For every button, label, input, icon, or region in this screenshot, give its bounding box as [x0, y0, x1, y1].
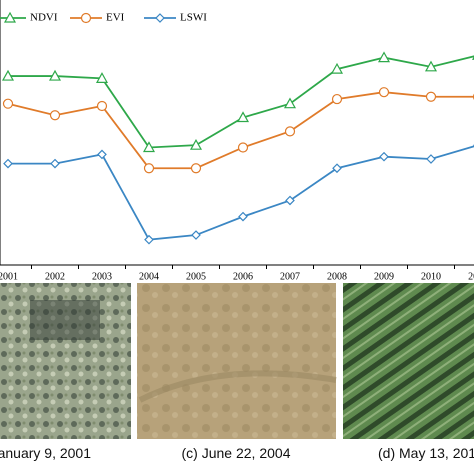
marker — [377, 51, 391, 63]
marker — [379, 151, 389, 162]
x-tick-label: 2010 — [421, 271, 441, 282]
marker — [3, 11, 17, 23]
marker — [285, 195, 295, 206]
x-tick-label: 2006 — [233, 271, 253, 282]
x-tick-label: 2007 — [280, 271, 300, 282]
photo-panels — [0, 283, 474, 439]
legend-label: NDVI — [30, 12, 58, 24]
marker — [236, 111, 250, 123]
caption: (d) May 13, 2011 — [378, 445, 474, 461]
marker — [50, 158, 60, 169]
line-chart: 2001 2002 2003 2004 2005 2006 2007 2008 2009 2010… — [0, 0, 474, 282]
marker — [96, 100, 108, 112]
marker — [97, 149, 107, 160]
marker — [378, 87, 390, 98]
marker — [331, 93, 343, 105]
x-tick-label: 2008 — [327, 271, 347, 282]
marker — [189, 138, 203, 150]
marker — [237, 142, 249, 153]
x-tick-label: 2001 — [0, 271, 18, 282]
x-tick-label: 2011 — [468, 271, 474, 282]
photo-shadow — [30, 300, 100, 340]
marker — [142, 141, 156, 153]
photo — [137, 283, 336, 439]
marker — [191, 230, 201, 240]
legend-label: EVI — [106, 12, 125, 24]
marker — [284, 126, 296, 137]
x-tick-label: 2005 — [186, 271, 206, 282]
marker — [48, 69, 62, 81]
photo — [343, 283, 474, 439]
x-tick-label: 2004 — [139, 271, 159, 282]
x-tick-label: 2009 — [374, 271, 394, 282]
series-line — [8, 55, 474, 149]
marker — [80, 12, 92, 24]
x-tick-label: 2003 — [92, 271, 112, 282]
marker — [144, 234, 154, 245]
marker — [155, 13, 165, 23]
series-line — [8, 145, 474, 241]
marker — [2, 98, 14, 109]
marker — [425, 91, 437, 102]
caption: (c) June 22, 2004 — [182, 445, 291, 461]
marker — [424, 60, 438, 72]
marker — [49, 110, 61, 121]
marker — [283, 97, 297, 109]
marker — [190, 163, 202, 174]
marker — [3, 158, 13, 169]
marker — [143, 163, 155, 174]
photo-terrace — [138, 370, 337, 403]
marker — [1, 69, 15, 81]
marker — [95, 72, 109, 83]
caption: (b) January 9, 2001 — [0, 445, 91, 461]
marker — [238, 211, 248, 222]
x-tick-label: 2002 — [45, 271, 65, 282]
marker — [332, 163, 342, 174]
marker — [330, 62, 344, 74]
marker — [426, 154, 436, 164]
legend-label: LSWI — [180, 12, 207, 24]
